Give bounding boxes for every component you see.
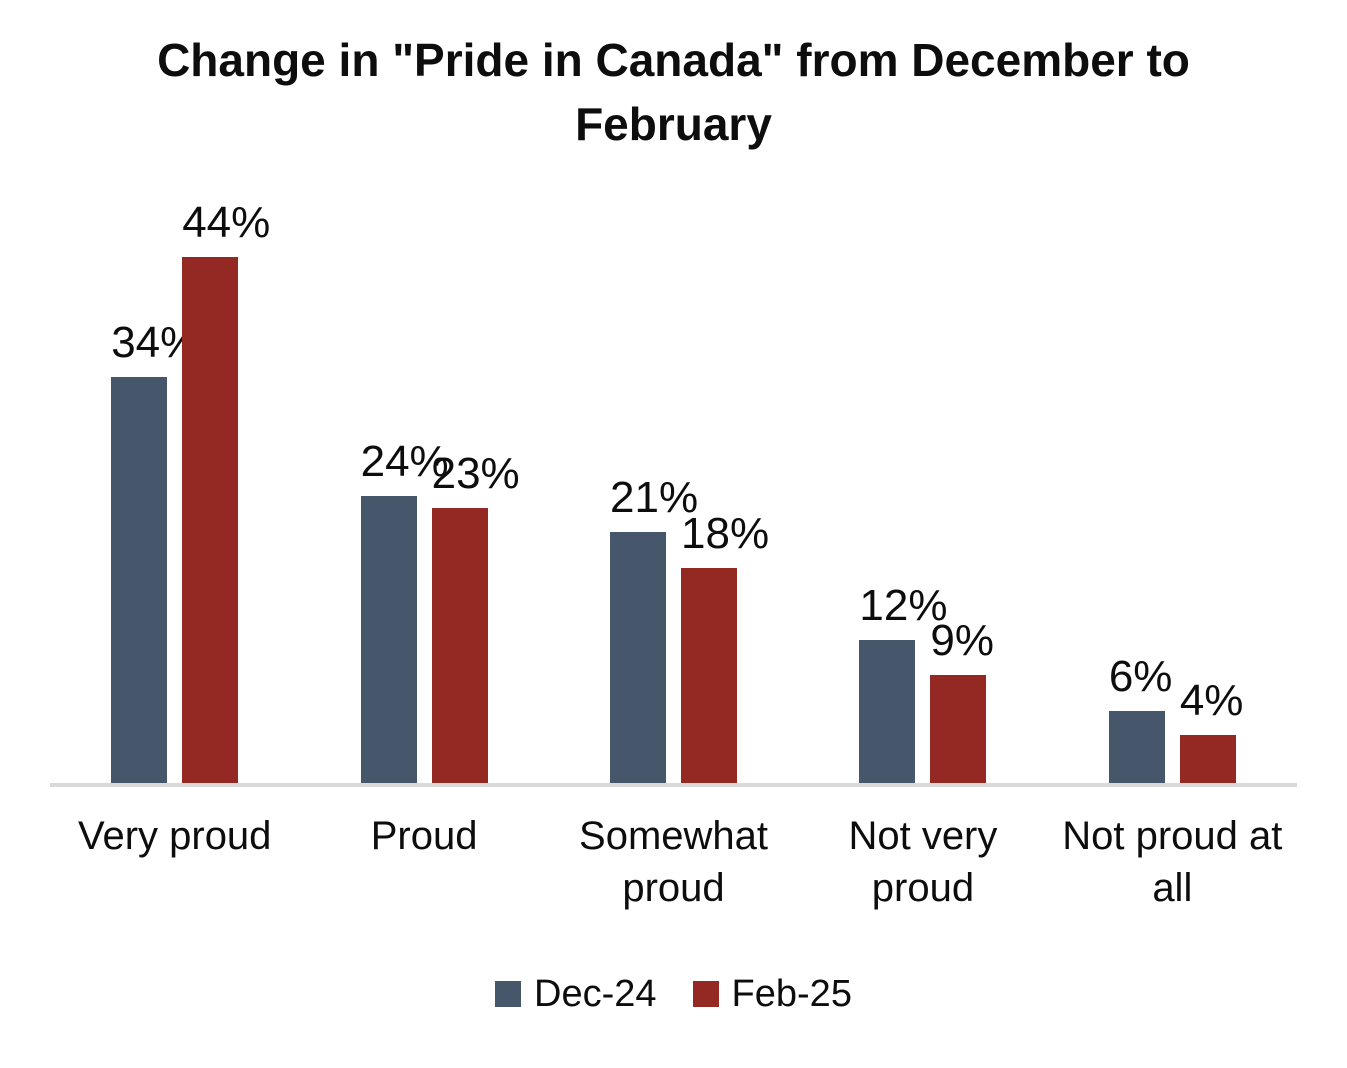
bar-feb-25	[930, 675, 987, 783]
data-label: 6%	[1108, 652, 1173, 701]
bar-wrap: 44%	[182, 198, 271, 783]
legend-swatch-icon	[495, 981, 522, 1007]
bar-group: 6% 4%	[1048, 170, 1297, 783]
legend: Dec-24 Feb-25	[0, 972, 1347, 1016]
bar-group: 21% 18%	[549, 170, 798, 783]
x-axis-line	[50, 783, 1297, 787]
bar-wrap: 24%	[360, 437, 449, 783]
data-label: 4%	[1179, 676, 1244, 725]
bar-feb-25	[431, 508, 488, 783]
bar-wrap: 21%	[610, 473, 699, 783]
chart-title-line-2: February	[575, 98, 772, 150]
bar-wrap: 6%	[1108, 652, 1173, 783]
legend-swatch-icon	[692, 981, 719, 1007]
bar-feb-25	[182, 257, 239, 783]
data-label: 44%	[182, 198, 271, 247]
x-axis-label: Somewhat proud	[579, 814, 768, 910]
bar-wrap: 12%	[859, 581, 948, 783]
bar-wrap: 34%	[111, 318, 200, 783]
data-label: 12%	[859, 581, 948, 630]
data-label: 23%	[431, 449, 520, 498]
x-axis-label: Proud	[370, 814, 478, 858]
bar-wrap: 23%	[431, 449, 520, 783]
bar-dec-24	[1108, 711, 1165, 783]
x-axis-label: Not very proud	[848, 814, 998, 910]
legend-label: Feb-25	[731, 973, 852, 1015]
x-axis-labels: Very proud Proud Somewhat proud Not very pr…	[50, 810, 1297, 914]
bar-dec-24	[610, 532, 667, 783]
chart-title-line-1: Change in "Pride in Canada" from Decembe…	[157, 34, 1190, 86]
bar-group: 34% 44%	[50, 170, 299, 783]
bar-group: 24% 23%	[299, 170, 548, 783]
data-label: 34%	[111, 318, 200, 367]
bar-dec-24	[360, 496, 417, 783]
data-label: 24%	[360, 437, 449, 486]
bar-feb-25	[681, 568, 738, 783]
bar-wrap: 9%	[930, 616, 995, 783]
bar-dec-24	[111, 377, 168, 783]
bar-feb-25	[1179, 735, 1236, 783]
plot-area: 34% 44% 24% 23% 21% 18% 12% 9% 6% 4%	[50, 170, 1297, 787]
bar-dec-24	[859, 640, 916, 783]
bar-groups: 34% 44% 24% 23% 21% 18% 12% 9% 6% 4%	[50, 170, 1297, 783]
legend-label: Dec-24	[534, 973, 657, 1015]
x-axis-label: Very proud	[77, 814, 272, 858]
bar-wrap: 4%	[1179, 676, 1244, 783]
data-label: 21%	[610, 473, 699, 522]
data-label: 18%	[681, 509, 770, 558]
legend-item: Dec-24	[495, 972, 657, 1016]
chart-title: Change in "Pride in Canada" from Decembe…	[0, 28, 1347, 156]
legend-item: Feb-25	[692, 972, 852, 1016]
bar-wrap: 18%	[681, 509, 770, 783]
data-label: 9%	[930, 616, 995, 665]
x-axis-label: Not proud at all	[1062, 814, 1283, 910]
bar-group: 12% 9%	[798, 170, 1047, 783]
